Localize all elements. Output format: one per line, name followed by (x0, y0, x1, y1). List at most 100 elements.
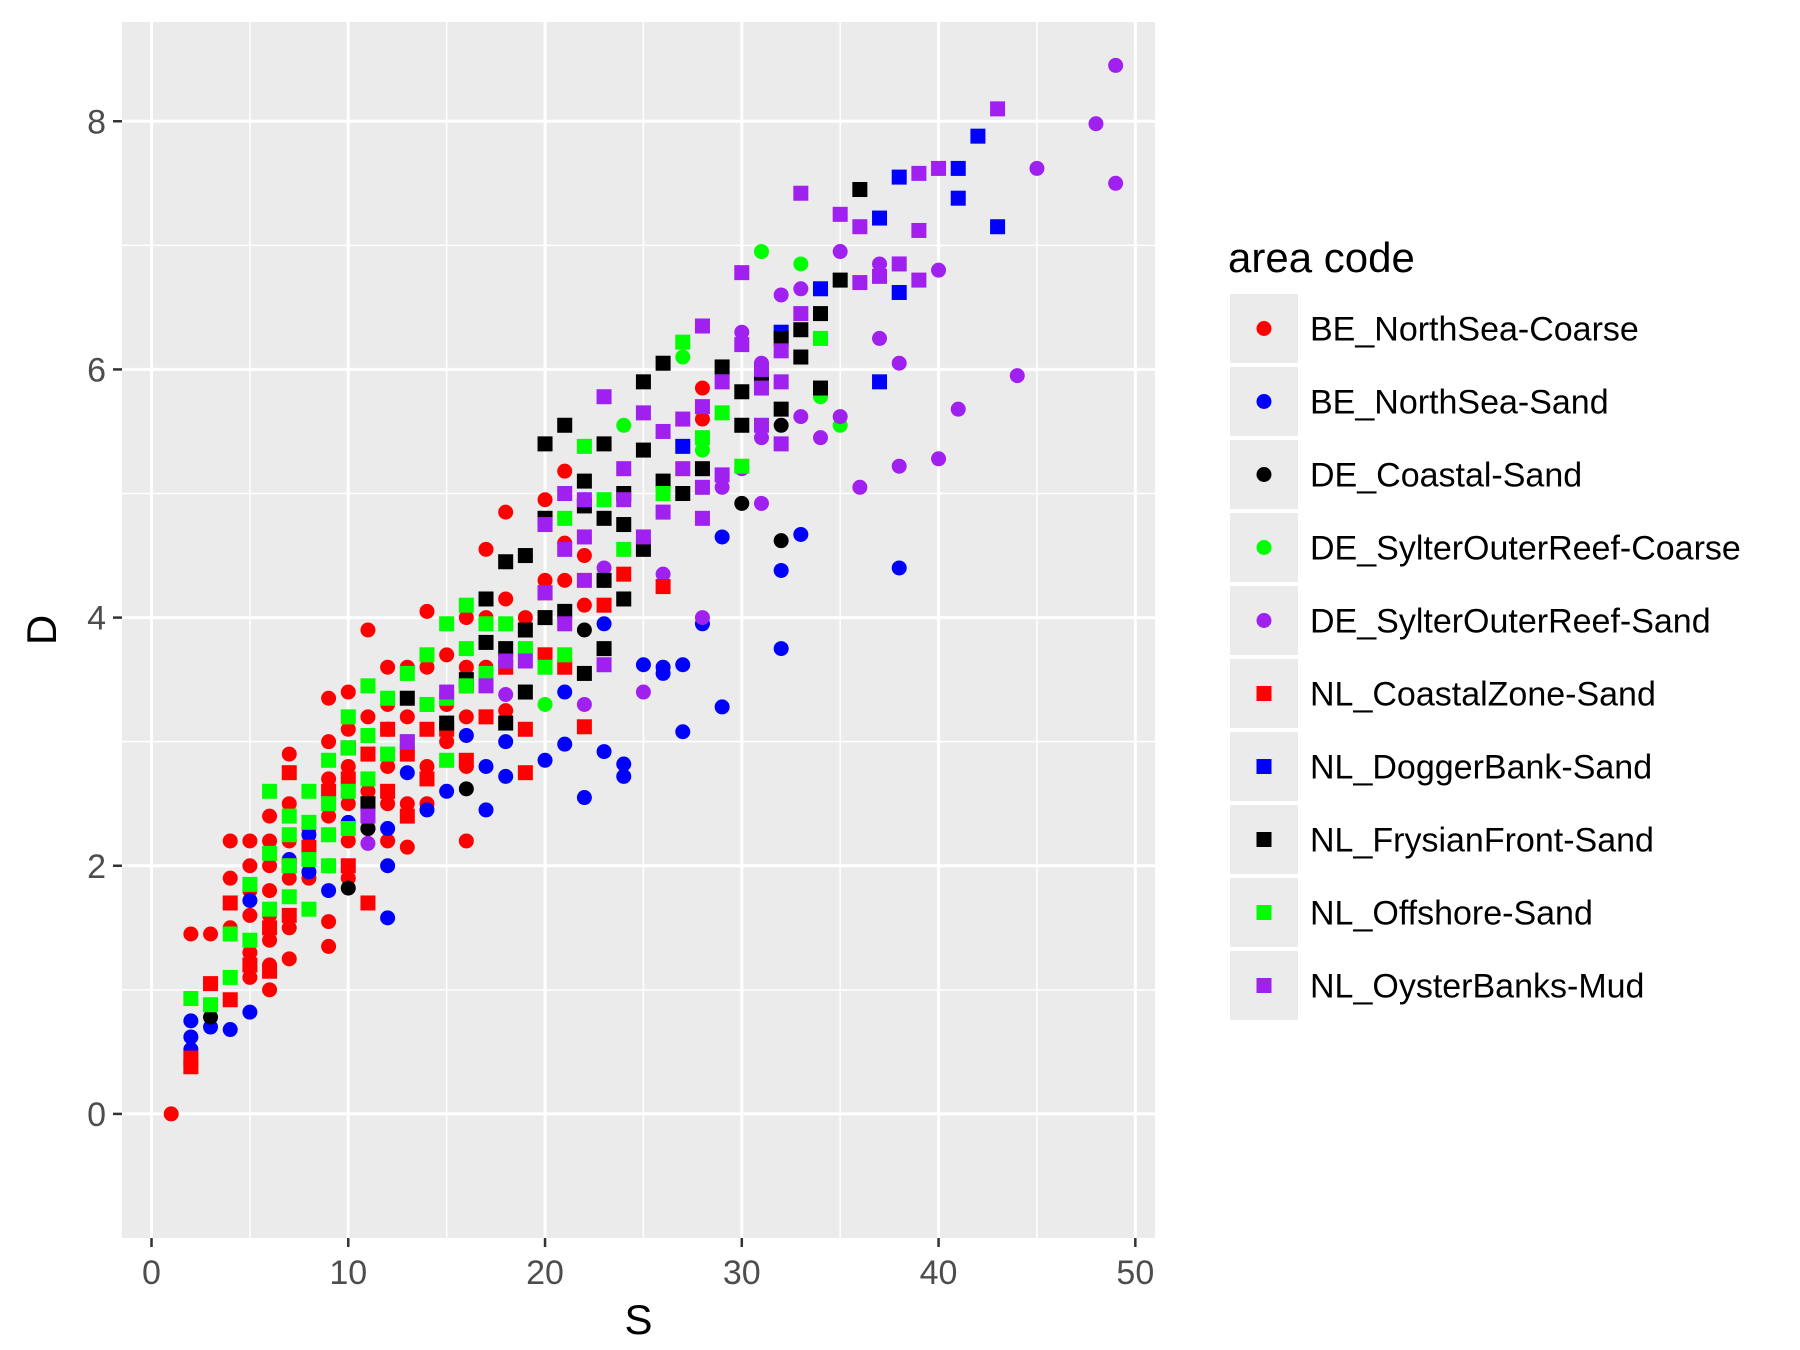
data-point (222, 870, 238, 886)
data-point (537, 492, 553, 508)
data-point (262, 883, 278, 899)
data-point (793, 526, 809, 542)
data-point (537, 585, 553, 601)
data-point (262, 858, 278, 874)
data-point (1108, 175, 1124, 191)
data-point (242, 907, 258, 923)
data-point (399, 808, 415, 824)
plot-panel-background (122, 22, 1155, 1238)
data-point (517, 684, 533, 700)
data-point (635, 541, 651, 557)
data-point (498, 616, 514, 632)
legend-items: BE_NorthSea-Coarse BE_NorthSea-Sand DE_Coa… (1230, 294, 1741, 1020)
data-point (301, 839, 317, 855)
data-point (262, 982, 278, 998)
legend: area code BE_NorthSea-CoarseBE_NorthSea-… (1228, 234, 1741, 1020)
data-point (340, 758, 356, 774)
legend-item: BE_NorthSea-Sand (1230, 367, 1609, 436)
data-point (262, 808, 278, 824)
data-point (419, 802, 435, 818)
data-point (242, 833, 258, 849)
data-point (517, 622, 533, 638)
data-point (616, 756, 632, 772)
y-axis-title: D (18, 615, 65, 645)
data-point (360, 821, 376, 837)
data-point (242, 945, 258, 961)
data-point (321, 883, 337, 899)
data-point (891, 355, 907, 371)
data-point (557, 647, 573, 663)
y-tick-label: 8 (87, 103, 106, 141)
x-tick-label: 20 (526, 1254, 564, 1292)
data-point (655, 566, 671, 582)
data-point (340, 858, 356, 874)
data-point (439, 684, 455, 700)
data-point (911, 165, 927, 181)
data-point (458, 659, 474, 675)
data-point (281, 765, 297, 781)
data-point (694, 479, 710, 495)
data-point (222, 895, 238, 911)
data-point (340, 771, 356, 787)
legend-item: NL_FrysianFront-Sand (1230, 805, 1654, 874)
legend-circle-marker (1256, 321, 1272, 336)
x-tick-label: 0 (142, 1254, 161, 1292)
data-point (557, 486, 573, 502)
legend-label: BE_NorthSea-Sand (1310, 384, 1609, 422)
data-point (458, 678, 474, 694)
data-point (242, 957, 258, 973)
data-point (458, 781, 474, 797)
data-point (596, 510, 612, 526)
legend-item: NL_CoastalZone-Sand (1230, 659, 1656, 728)
data-point (301, 827, 317, 843)
data-point (891, 284, 907, 300)
data-point (813, 306, 829, 322)
data-point (714, 359, 730, 375)
data-point (517, 610, 533, 626)
data-point (439, 647, 455, 663)
legend-item: DE_SylterOuterReef-Coarse (1230, 513, 1741, 582)
data-point (458, 610, 474, 626)
data-point (222, 926, 238, 942)
data-point (321, 690, 337, 706)
legend-label: NL_DoggerBank-Sand (1310, 749, 1652, 787)
data-point (655, 504, 671, 520)
major-gridlines (122, 22, 1155, 1238)
data-point (734, 337, 750, 353)
x-tick-label: 40 (920, 1254, 958, 1292)
data-point (360, 808, 376, 824)
data-point (596, 641, 612, 657)
data-point (380, 659, 396, 675)
data-point (183, 1029, 199, 1045)
data-point (340, 796, 356, 812)
data-point (596, 389, 612, 405)
data-point (439, 783, 455, 799)
data-point (517, 548, 533, 564)
data-point (498, 504, 514, 520)
data-point (576, 492, 592, 508)
data-point (262, 845, 278, 861)
legend-item: BE_NorthSea-Coarse (1230, 294, 1639, 363)
data-point (557, 541, 573, 557)
data-point (399, 690, 415, 706)
data-point (360, 835, 376, 851)
legend-item: NL_Offshore-Sand (1230, 878, 1593, 947)
data-point (793, 409, 809, 425)
data-point (596, 657, 612, 673)
data-point (262, 783, 278, 799)
data-point (773, 417, 789, 433)
data-point (478, 541, 494, 557)
data-point (576, 665, 592, 681)
legend-label: NL_OysterBanks-Mud (1310, 968, 1644, 1006)
data-point (262, 901, 278, 917)
y-tick-label: 4 (87, 600, 106, 638)
data-point (872, 256, 888, 272)
data-point (478, 709, 494, 725)
data-point (380, 690, 396, 706)
data-point (813, 330, 829, 346)
data-point (635, 657, 651, 673)
data-point (380, 783, 396, 799)
data-point (419, 659, 435, 675)
data-point (419, 771, 435, 787)
data-point (773, 287, 789, 303)
